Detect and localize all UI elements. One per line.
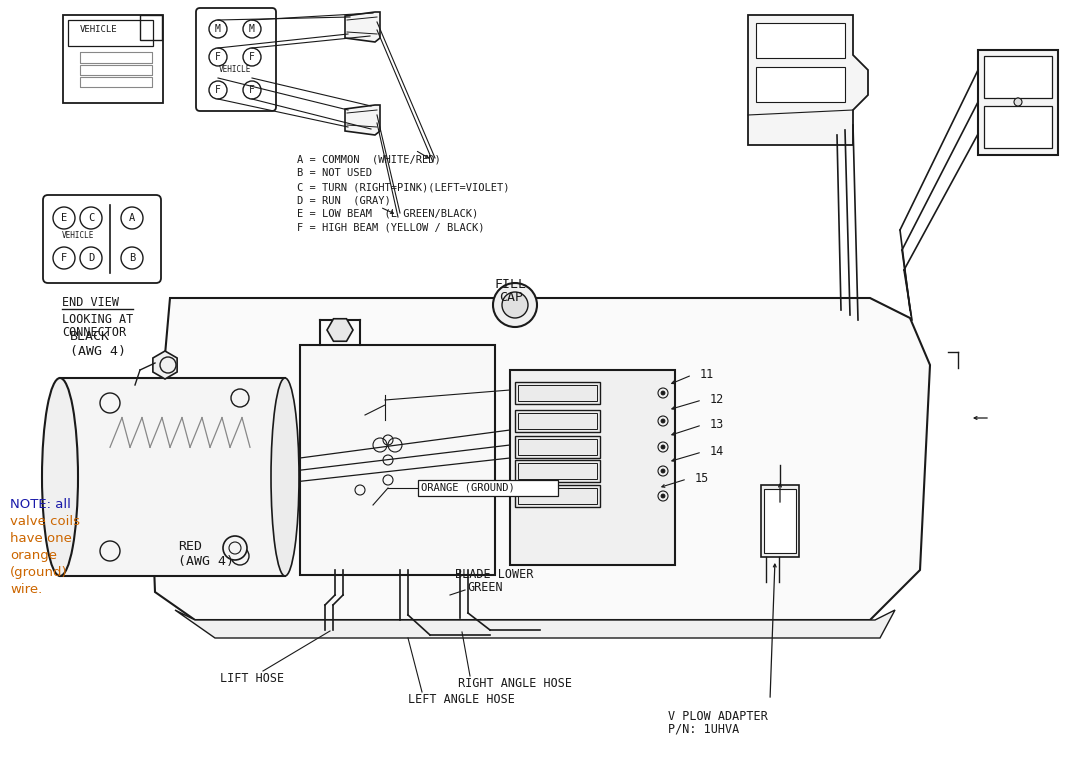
Text: F: F bbox=[215, 52, 221, 62]
Bar bbox=[80, 65, 152, 75]
Bar bbox=[518, 463, 597, 479]
Bar bbox=[68, 20, 153, 46]
Circle shape bbox=[658, 442, 668, 452]
Text: F: F bbox=[215, 85, 221, 95]
Bar bbox=[300, 345, 495, 575]
Text: B: B bbox=[129, 253, 135, 263]
Circle shape bbox=[658, 416, 668, 426]
Ellipse shape bbox=[42, 378, 78, 576]
Bar bbox=[80, 77, 152, 87]
Text: 11: 11 bbox=[700, 368, 715, 381]
Text: RED
(AWG 4): RED (AWG 4) bbox=[178, 540, 234, 568]
Text: M: M bbox=[215, 24, 221, 34]
Bar bbox=[515, 382, 600, 404]
Text: M: M bbox=[249, 24, 255, 34]
Bar bbox=[510, 370, 675, 565]
Bar bbox=[761, 485, 799, 557]
Polygon shape bbox=[327, 319, 353, 341]
Bar bbox=[984, 56, 1052, 98]
Text: B = NOT USED: B = NOT USED bbox=[297, 168, 372, 179]
Text: P/N: 1UHVA: P/N: 1UHVA bbox=[668, 723, 739, 736]
Text: D: D bbox=[88, 253, 94, 263]
Bar bbox=[515, 460, 600, 482]
Text: (ground): (ground) bbox=[10, 566, 68, 579]
Text: E: E bbox=[61, 213, 68, 223]
Circle shape bbox=[661, 445, 665, 449]
Polygon shape bbox=[152, 351, 177, 379]
Circle shape bbox=[493, 283, 536, 327]
Circle shape bbox=[658, 491, 668, 501]
Text: A = COMMON  (WHITE/RED): A = COMMON (WHITE/RED) bbox=[297, 155, 441, 165]
Polygon shape bbox=[346, 105, 380, 135]
FancyBboxPatch shape bbox=[43, 195, 161, 283]
Text: VEHICLE: VEHICLE bbox=[62, 231, 94, 240]
Circle shape bbox=[223, 536, 247, 560]
Text: BLACK
(AWG 4): BLACK (AWG 4) bbox=[70, 330, 126, 358]
Text: E = LOW BEAM  (L GREEN/BLACK): E = LOW BEAM (L GREEN/BLACK) bbox=[297, 209, 479, 219]
Text: LEFT ANGLE HOSE: LEFT ANGLE HOSE bbox=[408, 693, 515, 706]
Text: have one: have one bbox=[10, 532, 72, 545]
Text: 14: 14 bbox=[710, 445, 724, 458]
Bar bbox=[515, 436, 600, 458]
Text: FILL: FILL bbox=[495, 278, 527, 291]
Circle shape bbox=[661, 494, 665, 498]
Text: C: C bbox=[88, 213, 94, 223]
Circle shape bbox=[502, 292, 528, 318]
Polygon shape bbox=[175, 610, 895, 638]
Text: A: A bbox=[129, 213, 135, 223]
Text: F = HIGH BEAM (YELLOW / BLACK): F = HIGH BEAM (YELLOW / BLACK) bbox=[297, 222, 485, 233]
Circle shape bbox=[661, 419, 665, 423]
Text: 12: 12 bbox=[710, 393, 724, 406]
Text: CONNECTOR: CONNECTOR bbox=[62, 326, 127, 339]
Circle shape bbox=[658, 466, 668, 476]
Text: 13: 13 bbox=[710, 418, 724, 431]
Bar bbox=[764, 489, 796, 553]
Ellipse shape bbox=[271, 378, 299, 576]
Bar bbox=[80, 52, 152, 63]
Bar bbox=[60, 378, 285, 576]
Bar bbox=[518, 488, 597, 504]
Text: D = RUN  (GRAY): D = RUN (GRAY) bbox=[297, 196, 391, 205]
Text: CAP: CAP bbox=[499, 291, 523, 304]
Text: VEHICLE: VEHICLE bbox=[80, 25, 118, 34]
Text: F: F bbox=[249, 52, 255, 62]
Text: ORANGE (GROUND): ORANGE (GROUND) bbox=[421, 482, 515, 492]
Circle shape bbox=[661, 391, 665, 395]
Text: valve coils: valve coils bbox=[10, 515, 80, 528]
Bar bbox=[984, 106, 1052, 148]
Bar bbox=[978, 50, 1058, 155]
Text: LIFT HOSE: LIFT HOSE bbox=[220, 672, 284, 685]
Bar bbox=[756, 67, 846, 102]
FancyBboxPatch shape bbox=[196, 8, 276, 111]
Circle shape bbox=[658, 388, 668, 398]
Circle shape bbox=[1014, 98, 1021, 106]
Text: C = TURN (RIGHT=PINK)(LEFT=VIOLET): C = TURN (RIGHT=PINK)(LEFT=VIOLET) bbox=[297, 182, 510, 192]
Text: END VIEW: END VIEW bbox=[62, 296, 119, 309]
Text: BLADE LOWER: BLADE LOWER bbox=[455, 568, 533, 581]
Polygon shape bbox=[150, 298, 930, 620]
Text: V PLOW ADAPTER: V PLOW ADAPTER bbox=[668, 710, 768, 723]
Text: 15: 15 bbox=[695, 472, 709, 485]
Bar bbox=[515, 485, 600, 507]
Circle shape bbox=[661, 469, 665, 473]
Bar bbox=[518, 439, 597, 455]
Bar bbox=[515, 410, 600, 432]
Bar bbox=[139, 15, 162, 40]
Text: GREEN: GREEN bbox=[467, 581, 502, 594]
Bar bbox=[518, 385, 597, 401]
Bar bbox=[756, 23, 846, 58]
Text: wire.: wire. bbox=[10, 583, 42, 596]
Text: RIGHT ANGLE HOSE: RIGHT ANGLE HOSE bbox=[458, 677, 572, 690]
Text: F: F bbox=[249, 85, 255, 95]
Text: NOTE: all: NOTE: all bbox=[10, 498, 71, 511]
Text: F: F bbox=[61, 253, 68, 263]
Bar bbox=[63, 15, 163, 103]
Bar bbox=[418, 480, 558, 496]
Polygon shape bbox=[346, 12, 380, 42]
Polygon shape bbox=[748, 15, 868, 145]
Text: orange: orange bbox=[10, 549, 57, 562]
Text: VEHICLE: VEHICLE bbox=[219, 65, 251, 74]
Text: LOOKING AT: LOOKING AT bbox=[62, 313, 133, 326]
Bar bbox=[518, 413, 597, 429]
